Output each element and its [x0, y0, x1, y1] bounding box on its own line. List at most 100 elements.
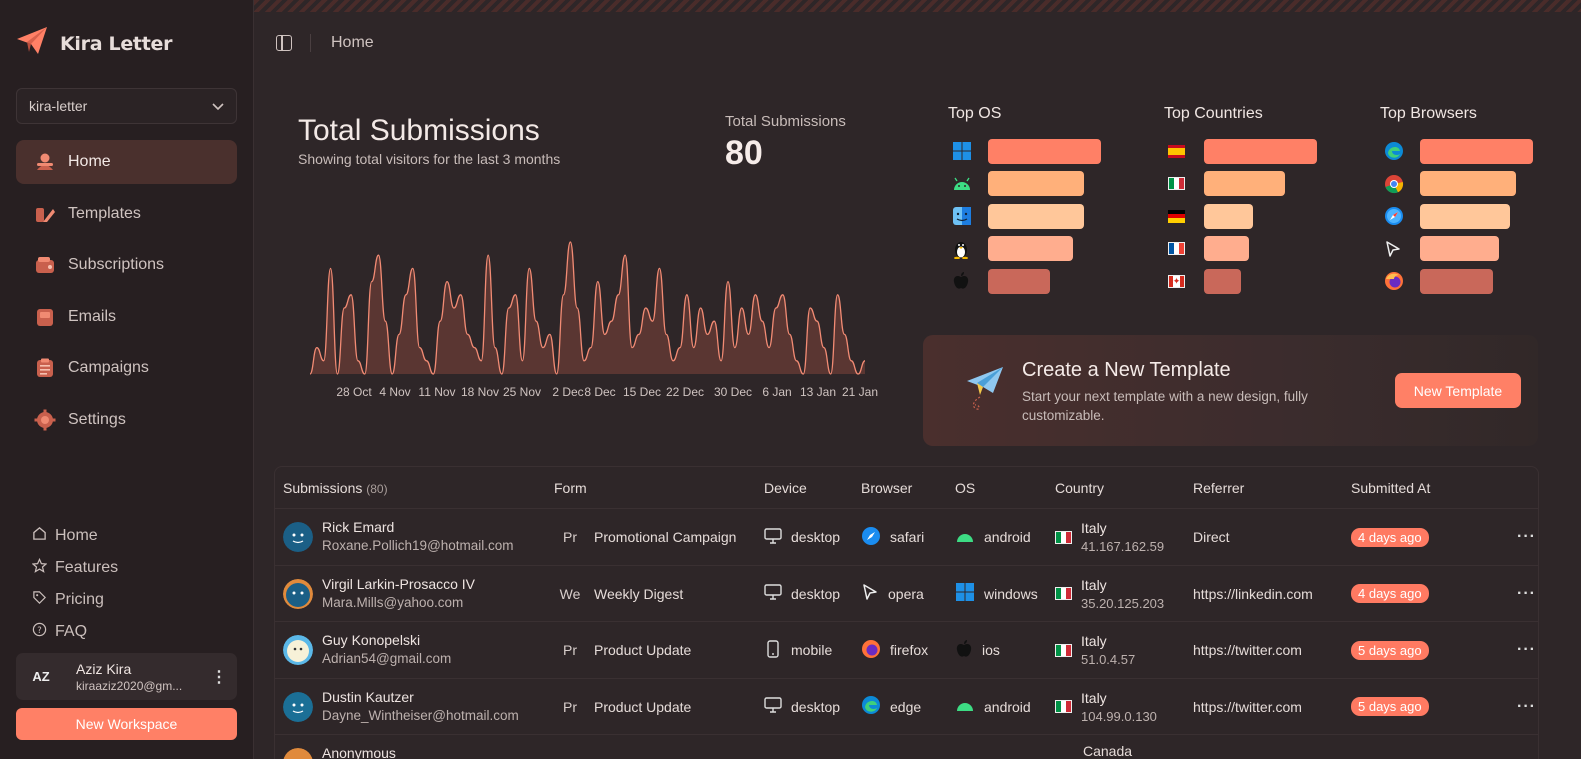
sidebar-toggle-icon[interactable] [276, 35, 292, 51]
link-features[interactable]: Features [31, 552, 232, 584]
top-country-bar [1204, 203, 1253, 229]
table-row[interactable]: Dustin Kautzer Dayne_Wintheiser@hotmail.c… [275, 679, 1538, 735]
submitter-name: Virgil Larkin-Prosacco IV [322, 575, 476, 592]
template-card-title: Create a New Template [1022, 359, 1231, 381]
status-badge: 5 days ago [1351, 640, 1429, 660]
column-header-referrer[interactable]: Referrer [1193, 480, 1245, 496]
x-tick-label: 18 Nov [461, 385, 499, 399]
os-label: windows [984, 585, 1038, 602]
top-countries-panel: Top Countries ✦ [1164, 105, 1344, 298]
form-name: Promotional Campaign [594, 529, 737, 545]
x-tick-label: 6 Jan [762, 385, 791, 399]
new-workspace-button[interactable]: New Workspace [16, 708, 237, 740]
desktop-icon [764, 584, 782, 603]
spain-flag-icon [1164, 139, 1204, 163]
settings-icon [34, 409, 56, 431]
column-header-submissions[interactable]: Submissions (80) [283, 480, 388, 496]
top-browser-bar [1420, 268, 1494, 294]
table-row[interactable]: Anonymous Canada [275, 735, 1538, 759]
link-home[interactable]: Home [32, 520, 232, 552]
referrer: https://twitter.com [1193, 642, 1302, 658]
france-flag-icon [1164, 237, 1204, 261]
link-faq[interactable]: ? FAQ [32, 616, 232, 648]
nav-item-emails[interactable]: Emails [16, 295, 237, 339]
avatar [283, 522, 313, 552]
country-name: Italy [1081, 520, 1107, 536]
ip-address: 41.167.162.59 [1081, 539, 1165, 554]
create-template-card: Create a New Template Start your next te… [923, 335, 1538, 446]
nav-label: Emails [68, 307, 117, 325]
link-pricing[interactable]: Pricing [32, 584, 232, 616]
column-header-browser[interactable]: Browser [861, 480, 913, 496]
top-browser-row [1380, 200, 1560, 233]
italy-flag-icon [1164, 172, 1204, 196]
nav-item-campaigns[interactable]: Campaigns [16, 346, 237, 390]
nav-item-home[interactable]: Home [16, 140, 237, 184]
top-os-row [948, 233, 1128, 266]
more-vertical-icon[interactable]: ⋮ [211, 668, 227, 686]
chart-area-fill [310, 242, 865, 374]
canada-flag-icon: ✦ [1164, 269, 1204, 293]
campaigns-icon [34, 357, 56, 379]
subscriptions-icon [34, 254, 56, 276]
workspace-select[interactable]: kira-letter [16, 88, 237, 124]
top-countries-title: Top Countries [1164, 105, 1263, 122]
x-tick-label: 21 Jan [842, 385, 878, 399]
template-card-description: Start your next template with a new desi… [1022, 389, 1308, 423]
row-menu-icon[interactable]: ··· [1517, 697, 1536, 715]
table-header: Submissions (80) Form Device Browser OS … [275, 467, 1538, 509]
header-divider [310, 34, 311, 52]
column-header-submitted-at[interactable]: Submitted At [1351, 480, 1431, 496]
top-os-bar [988, 268, 1051, 294]
nav-item-settings[interactable]: Settings [16, 398, 237, 442]
row-menu-icon[interactable]: ··· [1517, 528, 1536, 545]
browser-label: firefox [890, 642, 929, 658]
form-name: Weekly Digest [594, 585, 684, 602]
submissions-table: Submissions (80) Form Device Browser OS … [274, 466, 1539, 759]
status-badge: 4 days ago [1351, 584, 1429, 603]
top-os-panel: Top OS [948, 105, 1128, 298]
form-abbr: We [559, 585, 581, 602]
column-header-device[interactable]: Device [764, 480, 807, 496]
country-name: Italy [1081, 576, 1107, 593]
breadcrumb: Home [331, 34, 374, 51]
table-row[interactable]: Rick Emard Roxane.Pollich19@hotmail.com P… [275, 509, 1538, 566]
total-submissions-value: 80 [725, 134, 763, 172]
firefox-icon [1380, 269, 1420, 293]
new-template-button[interactable]: New Template [1395, 373, 1521, 408]
table-row[interactable]: Guy Konopelski Adrian54@gmail.com Pr Prod… [275, 622, 1538, 679]
safari-icon [861, 526, 881, 549]
country-name: Italy [1081, 633, 1107, 649]
chevron-down-icon [212, 98, 224, 114]
top-country-bar [1204, 171, 1286, 197]
nav-item-subscriptions[interactable]: Subscriptions [16, 243, 237, 287]
user-name: Aziz Kira [76, 660, 132, 677]
browser-label: safari [890, 529, 925, 545]
column-header-country[interactable]: Country [1055, 480, 1105, 496]
link-label: FAQ [55, 623, 88, 640]
top-country-row: ✦ [1164, 265, 1344, 298]
main-nav: Home Templates Subscriptions Emails Camp… [16, 140, 237, 449]
app-name: Kira Letter [60, 32, 173, 55]
chart-series-line [309, 241, 866, 375]
svg-text:?: ? [37, 625, 41, 635]
top-os-bar [988, 171, 1085, 197]
table-row[interactable]: Virgil Larkin-Prosacco IV Mara.Mills@yaho… [275, 566, 1538, 622]
column-header-os[interactable]: OS [955, 480, 976, 496]
browser-label: opera [888, 585, 924, 602]
nav-item-templates[interactable]: Templates [16, 192, 237, 236]
germany-flag-icon [1164, 204, 1204, 228]
brand[interactable]: Kira Letter [16, 26, 172, 61]
row-menu-icon[interactable]: ··· [1517, 584, 1536, 602]
user-card[interactable]: AZ Aziz Kira kiraaziz2020@gm... ⋮ [16, 653, 237, 700]
referrer: https://twitter.com [1193, 698, 1302, 715]
top-browser-bar [1420, 203, 1511, 229]
column-header-form[interactable]: Form [554, 480, 587, 496]
top-os-row [948, 168, 1128, 201]
row-menu-icon[interactable]: ··· [1517, 641, 1536, 658]
x-tick-label: 25 Nov [503, 385, 541, 399]
chart-subtitle: Showing total visitors for the last 3 mo… [298, 151, 561, 167]
nav-label: Campaigns [68, 359, 149, 376]
nav-label: Templates [68, 204, 141, 222]
top-os-bar [988, 236, 1073, 262]
